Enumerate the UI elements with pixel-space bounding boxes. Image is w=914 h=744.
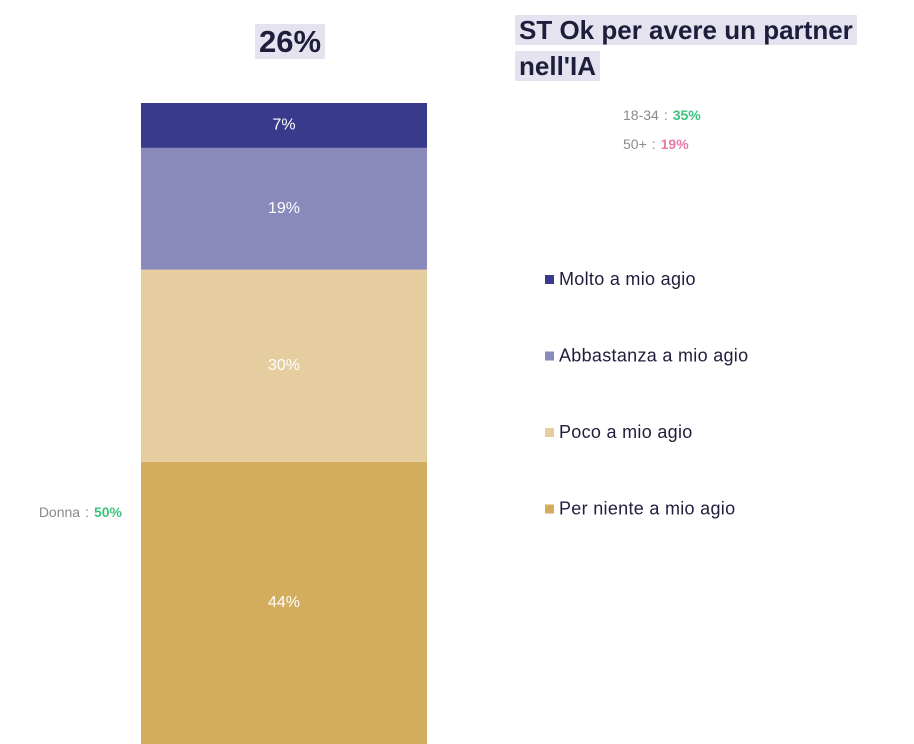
annotation-value: 50% <box>94 504 123 520</box>
legend-label: Abbastanza a mio agio <box>559 345 748 365</box>
legend-label: Poco a mio agio <box>559 422 693 442</box>
headline-text: 26% <box>255 24 326 59</box>
legend-swatch <box>545 428 554 437</box>
annotation-value: 35% <box>673 107 702 123</box>
legend-label: Per niente a mio agio <box>559 498 735 518</box>
annotation-label: Donna <box>39 504 80 520</box>
annotation: 50+:19% <box>623 136 689 152</box>
annotation: Donna:50% <box>39 504 123 520</box>
annotation-separator: : <box>85 504 89 520</box>
legend-label: Molto a mio agio <box>559 269 696 289</box>
value-label: 44% <box>268 594 300 611</box>
value-label: 19% <box>268 200 300 217</box>
bar-segment <box>141 461 427 744</box>
legend-swatch <box>545 275 554 284</box>
annotation-label: 50+ <box>623 136 647 152</box>
bar-segment <box>141 269 427 462</box>
title-text: ST Ok per avere un partner nell'IA <box>515 15 857 81</box>
legend-swatch <box>545 504 554 514</box>
annotation-separator: : <box>664 107 668 123</box>
annotation-value: 19% <box>661 136 690 152</box>
legend-swatch <box>545 351 554 361</box>
annotation-separator: : <box>652 136 656 152</box>
bar-segment <box>141 103 427 148</box>
chart-title: ST Ok per avere un partner nell'IA <box>515 12 914 84</box>
headline: 26% <box>255 24 326 60</box>
bar-segment <box>141 147 427 270</box>
value-label: 7% <box>272 117 295 134</box>
annotation-label: 18-34 <box>623 107 659 123</box>
annotation: 18-34:35% <box>623 107 701 123</box>
value-label: 30% <box>268 357 300 374</box>
